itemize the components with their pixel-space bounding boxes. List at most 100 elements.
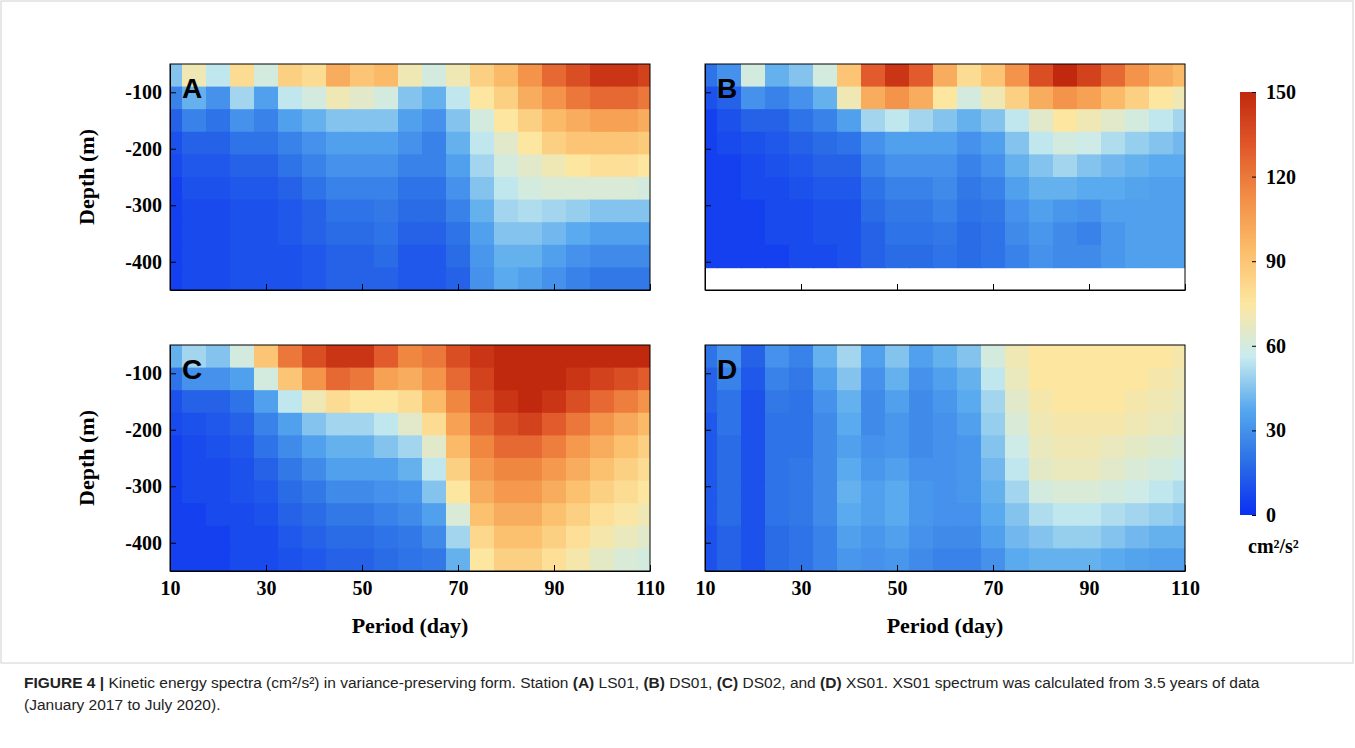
- heat-cell: [885, 435, 910, 458]
- heat-cell: [741, 526, 766, 549]
- heat-cell: [302, 458, 327, 481]
- heat-cell: [350, 267, 375, 290]
- heat-cell: [254, 87, 279, 110]
- heat-cell: [590, 267, 615, 290]
- heat-cell: [422, 413, 447, 436]
- heat-cell: [182, 481, 207, 504]
- heat-cell: [1029, 413, 1054, 436]
- heat-cell: [1053, 458, 1078, 481]
- heat-cell: [254, 222, 279, 245]
- heat-cell: [182, 503, 207, 526]
- heat-cell: [717, 132, 742, 155]
- heat-cell: [326, 345, 351, 368]
- heat-cell: [789, 245, 814, 268]
- y-tick-mark: [170, 373, 176, 374]
- heat-cell: [1053, 503, 1078, 526]
- heat-cell: [933, 526, 958, 549]
- heat-cell: [741, 64, 766, 87]
- heat-cell: [230, 64, 255, 87]
- heat-cell: [302, 267, 327, 290]
- heat-cell: [1101, 64, 1126, 87]
- heat-cell: [590, 413, 615, 436]
- heat-cell: [350, 435, 375, 458]
- heat-cell: [170, 109, 183, 132]
- heat-cell: [614, 413, 639, 436]
- heat-cell: [933, 200, 958, 223]
- heat-cell: [518, 200, 543, 223]
- heat-cell: [1101, 413, 1126, 436]
- heat-cell: [741, 177, 766, 200]
- heat-cell: [326, 177, 351, 200]
- heat-cell: [909, 368, 934, 391]
- heat-cell: [1149, 481, 1174, 504]
- heat-cell: [789, 368, 814, 391]
- heat-cell: [254, 458, 279, 481]
- heat-cell: [1125, 481, 1150, 504]
- heat-cell: [957, 458, 982, 481]
- heat-cell: [566, 548, 591, 571]
- heat-cell: [705, 435, 718, 458]
- heat-cell: [230, 109, 255, 132]
- heat-cell: [494, 548, 519, 571]
- heat-cell: [1101, 368, 1126, 391]
- heat-cell: [326, 368, 351, 391]
- heat-cell: [765, 548, 790, 571]
- heat-cell: [705, 64, 718, 87]
- heat-cell: [933, 435, 958, 458]
- heat-cell: [326, 87, 351, 110]
- heat-cell: [518, 132, 543, 155]
- heat-cell: [885, 368, 910, 391]
- heat-cell: [638, 132, 650, 155]
- heat-cell: [182, 413, 207, 436]
- heat-cell: [350, 222, 375, 245]
- heat-cell: [518, 526, 543, 549]
- x-tick: 30: [792, 565, 812, 599]
- heat-cell: [861, 481, 886, 504]
- heat-cell: [741, 481, 766, 504]
- heat-cell: [861, 368, 886, 391]
- heat-cell: [470, 345, 495, 368]
- heat-cell: [837, 481, 862, 504]
- heat-cell: [614, 435, 639, 458]
- heat-cell: [542, 526, 567, 549]
- heat-cell: [933, 177, 958, 200]
- heat-cell: [374, 345, 399, 368]
- heat-cell: [705, 481, 718, 504]
- heat-cell: [446, 200, 471, 223]
- heat-cell: [1077, 458, 1102, 481]
- heat-cell: [717, 109, 742, 132]
- heat-cell: [789, 413, 814, 436]
- heat-cell: [741, 154, 766, 177]
- heat-cell: [614, 154, 639, 177]
- heat-cell: [981, 435, 1006, 458]
- heat-cell: [542, 177, 567, 200]
- heat-cell: [254, 177, 279, 200]
- heat-cell: [398, 526, 423, 549]
- heat-cell: [206, 503, 231, 526]
- heat-cell: [789, 64, 814, 87]
- heat-cell: [1005, 245, 1030, 268]
- x-tick: [554, 284, 555, 290]
- heat-cell: [813, 177, 838, 200]
- heat-cell: [885, 109, 910, 132]
- heat-cell: [446, 245, 471, 268]
- colorbar-axis: 0306090120150: [1252, 81, 1296, 526]
- heat-cell: [741, 413, 766, 436]
- y-tick: [705, 149, 711, 150]
- heat-cell: [1029, 222, 1054, 245]
- heat-cell: [278, 481, 303, 504]
- heat-cell: [705, 87, 718, 110]
- heat-cell: [614, 503, 639, 526]
- heat-cell: [981, 526, 1006, 549]
- heat-cell: [350, 345, 375, 368]
- heat-cell: [518, 64, 543, 87]
- heat-cell: [206, 154, 231, 177]
- heat-cell: [326, 222, 351, 245]
- heat-cell: [717, 503, 742, 526]
- heat-cell: [230, 548, 255, 571]
- x-axis: 1030507090110: [161, 565, 665, 599]
- heat-cell: [705, 132, 718, 155]
- heat-cell: [278, 435, 303, 458]
- y-tick-mark: [705, 486, 711, 487]
- y-axis-title: Depth (m): [74, 129, 99, 225]
